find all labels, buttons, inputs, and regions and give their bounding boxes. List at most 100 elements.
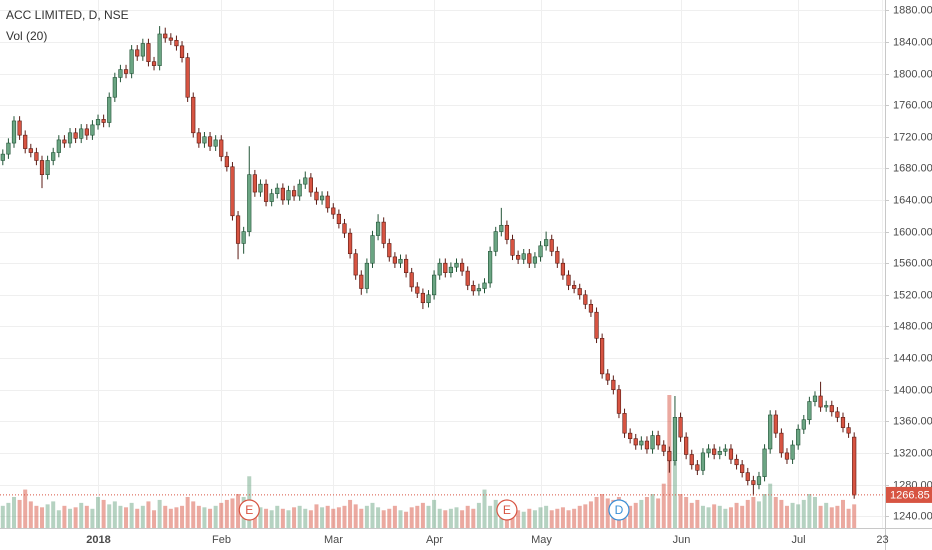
volume-bar <box>202 507 207 528</box>
candle-body <box>516 255 521 260</box>
volume-bar <box>560 507 565 528</box>
candle-body <box>594 311 599 339</box>
candle-body <box>583 294 588 305</box>
volume-bar <box>404 511 409 528</box>
volume-bar <box>62 505 67 528</box>
candle-body <box>90 124 95 136</box>
candle-body <box>605 373 610 381</box>
candle-body <box>717 451 722 455</box>
volume-bar <box>364 505 369 528</box>
y-tick-label: 1400.00 <box>893 384 932 396</box>
candle-body <box>191 96 196 134</box>
chart-title: ACC LIMITED, D, NSE <box>6 8 129 22</box>
volume-bar <box>376 507 381 528</box>
volume-bar <box>740 505 745 528</box>
volume-bar <box>723 508 728 528</box>
volume-bar <box>426 505 431 528</box>
volume-bar <box>706 507 711 528</box>
candle-body <box>454 262 459 268</box>
candle-body <box>107 96 112 123</box>
candle-body <box>488 251 493 284</box>
volume-bar <box>818 505 823 528</box>
volume-bar <box>73 507 78 528</box>
candle-body <box>297 183 302 197</box>
candle-body <box>790 444 795 460</box>
candle-body <box>353 253 358 276</box>
volume-bar <box>633 502 638 528</box>
candle-body <box>600 337 605 375</box>
event-label: D <box>615 503 624 517</box>
volume-bar <box>180 505 185 528</box>
candle-body <box>471 285 476 292</box>
volume-bar <box>460 510 465 528</box>
candle-body <box>101 119 106 123</box>
volume-bar <box>236 494 241 528</box>
volume-bar <box>325 505 330 528</box>
event-label: E <box>245 503 253 517</box>
candle-body <box>639 440 644 446</box>
volume-bar <box>353 504 358 528</box>
volume-bar <box>269 510 274 528</box>
candle-body <box>84 128 89 136</box>
volume-bar <box>336 507 341 528</box>
candle-body <box>656 435 661 446</box>
candle-body <box>168 37 173 41</box>
candle-body <box>560 262 566 276</box>
volume-bar <box>566 510 571 528</box>
volume-bar <box>56 510 61 528</box>
volume-bar <box>588 501 593 528</box>
volume-bar <box>40 507 45 528</box>
volume-bar <box>34 505 39 528</box>
candle-body <box>622 413 627 434</box>
candle-body <box>347 232 353 255</box>
candle-body <box>241 231 246 244</box>
candle-body <box>650 435 655 450</box>
candle-body <box>762 448 767 477</box>
volume-bar <box>118 505 123 528</box>
volume-bar <box>174 507 179 528</box>
candle-body <box>734 458 739 466</box>
candle-body <box>521 253 526 260</box>
candle-body <box>448 266 454 273</box>
volume-bar <box>191 501 196 528</box>
volume-bar <box>650 494 655 528</box>
volume-bar <box>292 507 297 528</box>
candle-body <box>252 174 257 193</box>
candle-body <box>45 160 50 175</box>
volume-bar <box>796 504 801 528</box>
candle-body <box>633 438 638 446</box>
volume-bar <box>695 499 700 528</box>
volume-bar <box>773 496 778 528</box>
volume-bar <box>852 504 857 528</box>
volume-bar <box>639 499 644 528</box>
candle-body <box>73 132 78 139</box>
volume-bar <box>213 505 218 528</box>
y-tick-label: 1640.00 <box>893 194 932 206</box>
candle-body <box>465 270 470 286</box>
candle-body <box>224 156 229 168</box>
volume-bar <box>96 496 101 528</box>
event-marker <box>608 499 630 521</box>
candle-body <box>196 132 201 144</box>
volume-bar <box>684 496 689 528</box>
volume-bar <box>471 508 476 528</box>
volume-bar <box>661 483 666 528</box>
volume-bar <box>275 505 280 528</box>
candle-body <box>577 288 582 296</box>
volume-bar <box>124 507 129 528</box>
candle-body <box>779 432 784 454</box>
candle-body <box>510 239 515 256</box>
volume-bar <box>185 496 190 528</box>
x-tick-label: 2018 <box>86 534 110 546</box>
candle-body <box>269 193 274 202</box>
volume-bar <box>264 508 269 528</box>
volume-bar <box>443 510 448 528</box>
candle-body <box>51 152 56 161</box>
candle-body <box>151 61 157 66</box>
volume-bar <box>68 508 73 528</box>
volume-bar <box>314 504 319 528</box>
x-tick-label: Apr <box>426 534 443 546</box>
candle-body <box>23 134 28 149</box>
